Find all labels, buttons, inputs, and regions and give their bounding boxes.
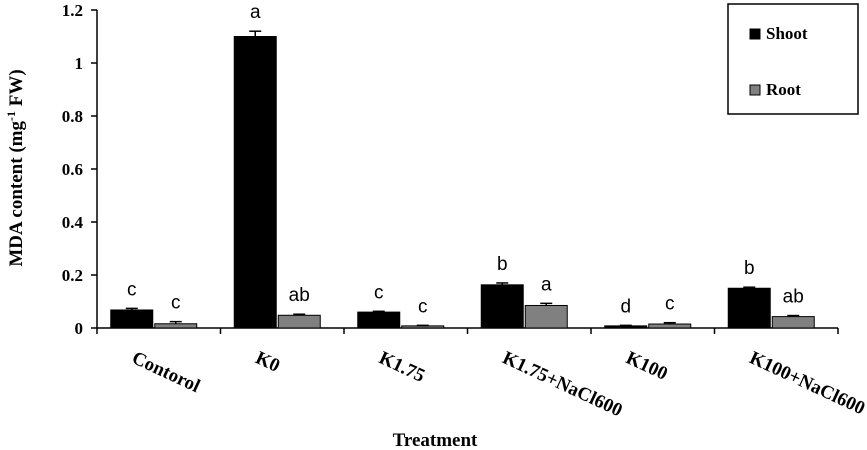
bar-shoot: [604, 325, 648, 329]
x-axis-title: Treatment: [393, 430, 478, 450]
y-tick-label: 0.4: [62, 213, 84, 232]
significance-letter: b: [744, 258, 755, 279]
x-category-label: K100: [623, 347, 671, 384]
significance-letter: c: [374, 282, 384, 303]
significance-letter: a: [541, 274, 552, 295]
legend-swatch-root: [749, 84, 761, 96]
legend-swatch-shoot: [749, 28, 761, 40]
bar-shoot: [727, 287, 771, 329]
significance-letter: c: [127, 279, 137, 300]
y-tick-label: 1.2: [62, 1, 83, 20]
y-axis-title-sup: -1: [4, 111, 18, 121]
bar-shoot: [233, 36, 277, 329]
significance-letter: ab: [289, 285, 310, 306]
y-axis-title: MDA content (mg-1 FW): [4, 69, 27, 266]
bar-shoot: [480, 284, 524, 329]
y-tick-label: 0.6: [62, 160, 83, 179]
bar-shoot: [357, 311, 401, 329]
y-tick-label: 1: [75, 54, 84, 73]
y-axis-title-main: MDA content (mg: [6, 121, 27, 267]
bar-root: [277, 314, 321, 329]
y-tick-label: 0.8: [62, 107, 83, 126]
x-category-label: K0: [252, 347, 283, 376]
significance-letter: ab: [783, 287, 804, 308]
svg-text:MDA content (mg-1 FW): MDA content (mg-1 FW): [4, 69, 27, 266]
bar-root: [401, 325, 445, 329]
legend-label-shoot: Shoot: [766, 24, 808, 43]
significance-letter: c: [171, 293, 181, 314]
bar-root: [154, 323, 198, 329]
legend: Shoot Root: [727, 3, 859, 115]
x-category-label: K1.75: [376, 347, 428, 386]
y-tick-label: 0.2: [62, 266, 83, 285]
significance-letter: b: [497, 254, 508, 275]
y-tick-label: 0: [75, 319, 84, 338]
y-axis-title-rest: FW): [6, 69, 27, 111]
significance-letter: c: [418, 296, 428, 317]
legend-label-root: Root: [766, 80, 801, 99]
x-category-label: Contorol: [129, 347, 204, 397]
bar-root: [771, 316, 815, 329]
significance-letter: d: [620, 296, 631, 317]
bar-shoot: [110, 309, 154, 329]
legend-box: [727, 3, 859, 115]
significance-letter: a: [250, 2, 261, 23]
x-category-label: K100+NaCl600: [746, 347, 867, 419]
bar-root: [524, 304, 568, 329]
significance-letter: c: [665, 294, 675, 315]
x-category-label: K1.75+NaCl600: [499, 347, 625, 421]
bar-root: [648, 323, 692, 329]
